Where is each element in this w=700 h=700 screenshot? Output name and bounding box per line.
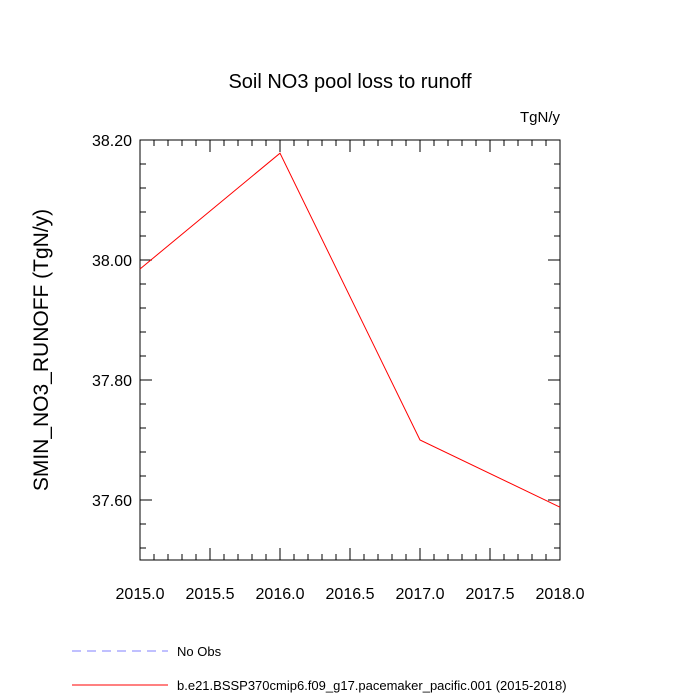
y-tick-label: 38.00	[92, 253, 132, 270]
x-tick-label: 2016.5	[326, 586, 375, 603]
x-tick-label: 2017.5	[466, 586, 515, 603]
x-tick-label: 2016.0	[256, 586, 305, 603]
x-tick-label: 2017.0	[396, 586, 445, 603]
legend: No Obs b.e21.BSSP370cmip6.f09_g17.pacemak…	[72, 644, 567, 693]
chart-title: Soil NO3 pool loss to runoff	[228, 71, 472, 93]
axis-ticks: 2015.0 2015.5 2016.0 2016.5 2017.0 2017.5 2018…	[92, 133, 585, 603]
series-line-0	[139, 152, 561, 508]
y-tick-label: 37.60	[92, 493, 132, 510]
x-tick-label: 2015.0	[116, 586, 165, 603]
plot-frame	[139, 139, 561, 561]
units-label: TgN/y	[520, 109, 561, 126]
legend-label-0: No Obs	[177, 644, 222, 659]
x-tick-label: 2015.5	[186, 586, 235, 603]
series-layer	[139, 152, 561, 508]
y-tick-label: 37.80	[92, 373, 132, 390]
x-tick-label: 2018.0	[536, 586, 585, 603]
y-tick-label: 38.20	[92, 133, 132, 150]
legend-label-1: b.e21.BSSP370cmip6.f09_g17.pacemaker_pac…	[177, 678, 567, 693]
y-axis-label: SMIN_NO3_RUNOFF (TgN/y)	[30, 209, 53, 491]
